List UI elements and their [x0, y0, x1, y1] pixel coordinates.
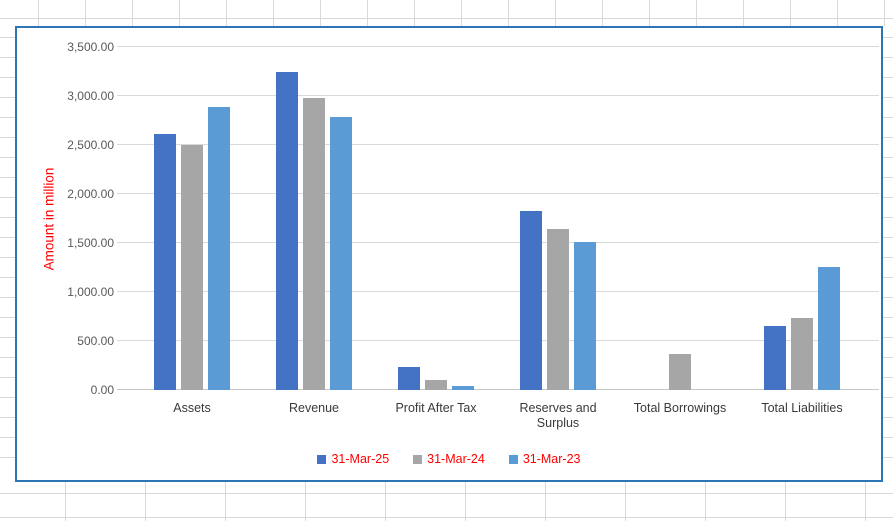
y-tick-label: 3,000.00 [67, 89, 114, 103]
gridline-1,500.00 [117, 242, 879, 243]
plot-area [117, 46, 879, 390]
legend-label: 31-Mar-25 [331, 452, 390, 466]
bar-31-Mar-25-Total Liabilities[interactable] [764, 326, 786, 390]
bar-31-Mar-23-Revenue[interactable] [330, 117, 352, 390]
bar-31-Mar-24-Profit After Tax[interactable] [425, 380, 447, 390]
bar-31-Mar-23-Profit After Tax[interactable] [452, 386, 474, 390]
bar-31-Mar-23-Total Liabilities[interactable] [818, 267, 840, 390]
category-label-Revenue: Revenue [288, 401, 340, 415]
bar-chart[interactable]: Amount in million 0.00 500.00 1,000.00 1,50… [15, 26, 883, 482]
y-tick-label: 2,500.00 [67, 138, 114, 152]
bar-31-Mar-23-Reserves and Surplus[interactable] [574, 242, 596, 390]
gridline-3,000.00 [117, 95, 879, 96]
y-axis-title: Amount in million [41, 167, 57, 271]
sheet-row-gridline-bottom-2 [0, 517, 893, 518]
legend-swatch-icon [317, 454, 327, 464]
bar-31-Mar-23-Assets[interactable] [208, 107, 230, 390]
legend-swatch-icon [413, 454, 423, 464]
category-label-Profit After Tax: Profit After Tax [395, 401, 477, 415]
sheet-row-gridline-bottom-1 [0, 493, 893, 494]
bar-31-Mar-25-Profit After Tax[interactable] [398, 367, 420, 390]
legend-swatch-icon [508, 454, 518, 464]
y-tick-label: 3,500.00 [67, 40, 114, 54]
category-label-Total Borrowings: Total Borrowings [633, 401, 727, 415]
gridline-500.00 [117, 340, 879, 341]
legend-item-31-Mar-25[interactable]: 31-Mar-25 [317, 452, 389, 466]
gridline-1,000.00 [117, 291, 879, 292]
chart-legend: 31-Mar-25 31-Mar-24 31-Mar-23 [17, 452, 881, 466]
bar-31-Mar-25-Reserves and Surplus[interactable] [520, 211, 542, 390]
sheet-row-gridline-top [0, 18, 893, 19]
bar-31-Mar-24-Reserves and Surplus[interactable] [547, 229, 569, 390]
gridline-2,500.00 [117, 144, 879, 145]
y-tick-label: 1,500.00 [67, 236, 114, 250]
sheet-cells-top [0, 0, 893, 26]
sheet-cells-bottom [0, 482, 893, 521]
x-axis-line [117, 389, 879, 390]
bar-31-Mar-25-Assets[interactable] [154, 134, 176, 390]
y-tick-label: 0.00 [90, 383, 114, 397]
chart-canvas[interactable]: Amount in million 0.00 500.00 1,000.00 1,50… [17, 28, 881, 480]
bar-31-Mar-24-Revenue[interactable] [303, 98, 325, 390]
category-label-Assets: Assets [173, 401, 211, 415]
category-label-Reserves and Surplus: Reserves and Surplus [519, 401, 597, 430]
y-tick-label: 1,000.00 [67, 285, 114, 299]
legend-label: 31-Mar-23 [522, 452, 581, 466]
y-tick-label: 2,000.00 [67, 187, 114, 201]
legend-item-31-Mar-24[interactable]: 31-Mar-24 [413, 452, 485, 466]
sheet-cells-left [0, 26, 15, 482]
bar-31-Mar-24-Total Liabilities[interactable] [791, 318, 813, 390]
bar-31-Mar-25-Revenue[interactable] [276, 72, 298, 390]
gridline-2,000.00 [117, 193, 879, 194]
sheet-cells-right [883, 26, 893, 482]
gridline-3,500.00 [117, 46, 879, 47]
bar-31-Mar-24-Assets[interactable] [181, 145, 203, 390]
category-label-Total Liabilities: Total Liabilities [761, 401, 843, 415]
bar-31-Mar-24-Total Borrowings[interactable] [669, 354, 691, 390]
legend-label: 31-Mar-24 [427, 452, 485, 466]
y-tick-label: 500.00 [77, 334, 114, 348]
legend-item-31-Mar-23[interactable]: 31-Mar-23 [508, 452, 581, 466]
